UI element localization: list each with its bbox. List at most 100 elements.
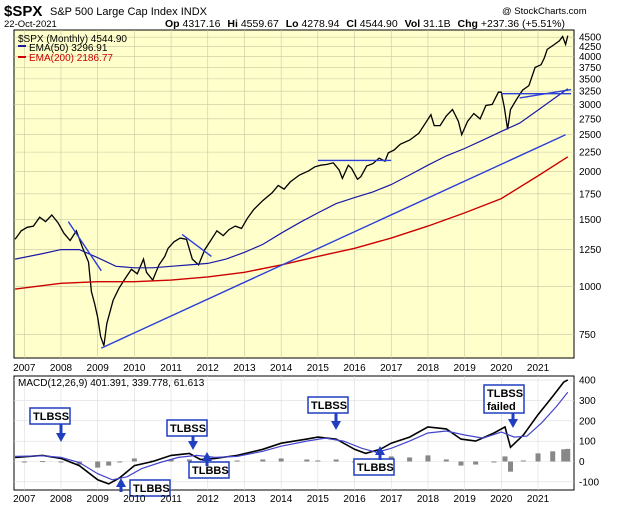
price-x-tick-label: 2019 <box>454 363 477 374</box>
price-y-tick-label: 1250 <box>579 245 602 256</box>
macd-x-tick-label: 2007 <box>13 494 36 505</box>
high-value: 4559.67 <box>241 18 279 30</box>
price-y-tick-label: 750 <box>579 330 596 341</box>
legend-ema200-swatch <box>18 56 26 58</box>
annotation-box <box>307 396 349 414</box>
histogram-bar <box>260 459 266 462</box>
price-y-axis: 750 1000 1250 1500 1750 2000 2250 2500 2750 3000 3… <box>579 33 602 341</box>
macd-legend-v2: 339.778 <box>132 378 169 389</box>
histogram-bar <box>425 455 431 462</box>
macd-x-tick-label: 2021 <box>527 494 550 505</box>
annotation-label: TLBSS <box>487 388 523 400</box>
histogram-bar <box>535 453 541 462</box>
annotation-label: TLBBS <box>133 483 170 495</box>
histogram-bar <box>565 448 571 462</box>
histogram-bar <box>117 461 123 463</box>
annotation-arrow <box>331 421 341 430</box>
macd-x-tick-label: 2016 <box>343 494 366 505</box>
macd-x-tick-label: 2015 <box>307 494 330 505</box>
macd-legend-v3: 61.613 <box>174 378 205 389</box>
macd-y-axis: -100 0 100 200 300 400 <box>579 376 599 489</box>
price-x-tick-label: 2013 <box>233 363 256 374</box>
chart-date: 22-Oct-2021 <box>4 19 57 30</box>
price-y-tick-label: 2250 <box>579 148 602 159</box>
price-x-tick-label: 2014 <box>270 363 293 374</box>
annotation-arrow <box>116 478 126 487</box>
histogram-bar <box>473 461 479 465</box>
price-x-tick-label: 2007 <box>13 363 36 374</box>
annotation-box <box>166 419 208 437</box>
macd-x-tick-label: 2011 <box>160 494 182 505</box>
annotation-label: TLBBS <box>357 462 394 474</box>
histogram-bar <box>550 451 556 462</box>
macd-x-axis: 2007 2008 2009 2010 2011 2012 2013 2014 2015 2016… <box>13 494 549 505</box>
volume-label: Vol <box>405 18 421 30</box>
histogram-bar <box>407 457 413 462</box>
histogram-bar <box>508 461 514 472</box>
index-name: S&P 500 Large Cap Index INDX <box>50 6 208 18</box>
annotation-arrow <box>375 446 385 455</box>
price-x-tick-label: 2010 <box>123 363 146 374</box>
histogram-bar <box>333 459 339 462</box>
annotation-label: failed <box>487 401 516 413</box>
close-value: 4544.90 <box>360 18 398 30</box>
macd-y-tick-label: 400 <box>579 376 596 387</box>
change-value: +237.36 (+5.51%) <box>481 18 565 30</box>
price-legend: $SPX (Monthly) 4544.90 EMA(50) 3296.91 E… <box>18 34 127 64</box>
macd-y-tick-label: 0 <box>579 457 585 468</box>
macd-x-tick-label: 2017 <box>380 494 403 505</box>
series-trendline-2021-upper <box>519 88 572 99</box>
price-x-axis: 2007 2008 2009 2010 2011 2012 2013 2014 2015 2016… <box>13 363 549 374</box>
price-series <box>14 35 572 349</box>
macd-series-signal <box>15 391 569 481</box>
annotation-label: TLBBS <box>192 465 229 477</box>
histogram-bar <box>21 461 27 463</box>
price-y-tick-label: 4250 <box>579 42 602 53</box>
macd-legend-v1: 401.391 <box>90 378 127 389</box>
annotation-box <box>353 458 395 476</box>
macd-x-tick-label: 2018 <box>417 494 440 505</box>
macd-x-tick-label: 2012 <box>197 494 220 505</box>
price-y-tick-label: 2500 <box>579 130 602 141</box>
histogram-bar <box>95 461 101 468</box>
histogram-bar <box>304 459 310 462</box>
price-y-tick-label: 4000 <box>579 52 602 63</box>
legend-price-text: $SPX (Monthly) 4544.90 <box>18 34 127 45</box>
annotation-arrow <box>56 433 66 442</box>
legend-ema50-swatch <box>18 45 26 47</box>
price-x-tick-label: 2012 <box>197 363 220 374</box>
annotation-arrow <box>508 419 518 428</box>
price-x-tick-label: 2017 <box>380 363 403 374</box>
legend-ema200: EMA(200) 2186.77 <box>29 53 113 64</box>
annotation-label: TLBSS <box>33 411 69 423</box>
histogram-bar <box>106 461 112 466</box>
open-value: 4317.16 <box>183 18 221 30</box>
series-ema-200 <box>15 156 569 290</box>
price-y-tick-label: 3250 <box>579 87 602 98</box>
macd-x-tick-label: 2014 <box>270 494 293 505</box>
histogram-bar <box>491 461 497 463</box>
histogram-bar <box>315 460 321 462</box>
series-trendline-2011-down <box>181 233 212 257</box>
quote-line: Op 4317.16 Hi 4559.67 Lo 4278.94 Cl 4544… <box>165 18 565 30</box>
macd-x-tick-label: 2010 <box>123 494 146 505</box>
price-grid <box>14 30 574 358</box>
close-label: Cl <box>346 18 357 30</box>
histogram-bar <box>40 461 46 463</box>
volume-value: 31.1B <box>423 18 450 30</box>
annotation-box <box>188 461 230 479</box>
change-label: Chg <box>458 18 478 30</box>
low-value: 4278.94 <box>301 18 339 30</box>
series-trendline-2007-down <box>67 221 102 272</box>
price-x-tick-label: 2015 <box>307 363 330 374</box>
macd-x-tick-label: 2013 <box>233 494 256 505</box>
macd-x-tick-label: 2009 <box>87 494 110 505</box>
price-x-tick-label: 2018 <box>417 363 440 374</box>
annotation-box <box>29 407 71 425</box>
macd-x-tick-label: 2008 <box>50 494 73 505</box>
price-y-tick-label: 4500 <box>579 33 602 44</box>
price-y-tick-label: 2750 <box>579 114 602 125</box>
price-y-tick-label: 2000 <box>579 167 602 178</box>
macd-y-tick-label: 300 <box>579 396 596 407</box>
open-label: Op <box>165 18 180 30</box>
